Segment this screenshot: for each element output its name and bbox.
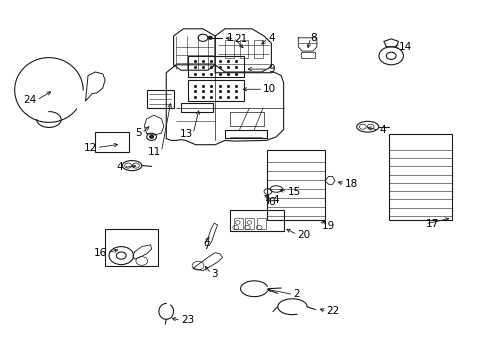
Bar xyxy=(188,80,244,101)
Circle shape xyxy=(149,135,153,138)
Bar xyxy=(105,229,158,266)
Bar xyxy=(146,90,173,108)
Text: 6: 6 xyxy=(267,197,274,207)
Text: 4: 4 xyxy=(267,33,274,43)
Text: 15: 15 xyxy=(287,186,300,197)
Bar xyxy=(266,150,325,220)
Text: 14: 14 xyxy=(398,42,411,52)
Text: 1: 1 xyxy=(226,33,233,43)
Bar xyxy=(224,40,233,58)
Bar xyxy=(254,40,263,58)
Text: 12: 12 xyxy=(83,143,97,153)
Text: 18: 18 xyxy=(344,179,357,189)
Text: 20: 20 xyxy=(297,230,310,240)
Text: 17: 17 xyxy=(425,219,438,229)
Text: 5: 5 xyxy=(135,128,142,138)
Text: 23: 23 xyxy=(181,315,194,325)
Text: 4: 4 xyxy=(378,125,385,135)
Text: 4: 4 xyxy=(116,162,123,172)
Bar xyxy=(229,210,283,231)
Bar xyxy=(300,52,315,58)
Bar xyxy=(233,218,242,229)
Bar xyxy=(188,56,244,77)
Text: 16: 16 xyxy=(93,248,106,258)
Text: 7: 7 xyxy=(203,240,209,251)
Text: 2: 2 xyxy=(293,289,300,300)
Bar xyxy=(95,132,128,152)
Text: 3: 3 xyxy=(211,269,218,279)
Text: 19: 19 xyxy=(321,221,334,231)
Bar xyxy=(181,103,212,112)
Text: 10: 10 xyxy=(263,84,276,94)
Bar xyxy=(239,40,248,58)
Bar xyxy=(229,112,264,126)
Text: 22: 22 xyxy=(326,306,339,316)
Bar xyxy=(245,218,254,229)
Text: 8: 8 xyxy=(310,33,317,43)
Text: 21: 21 xyxy=(234,34,247,44)
Text: 9: 9 xyxy=(267,64,274,74)
Bar xyxy=(388,134,451,220)
Text: 24: 24 xyxy=(23,95,37,105)
Text: 4: 4 xyxy=(272,195,279,205)
Bar xyxy=(257,218,265,229)
Circle shape xyxy=(208,36,212,39)
Text: 11: 11 xyxy=(148,147,161,157)
Text: 13: 13 xyxy=(180,129,193,139)
